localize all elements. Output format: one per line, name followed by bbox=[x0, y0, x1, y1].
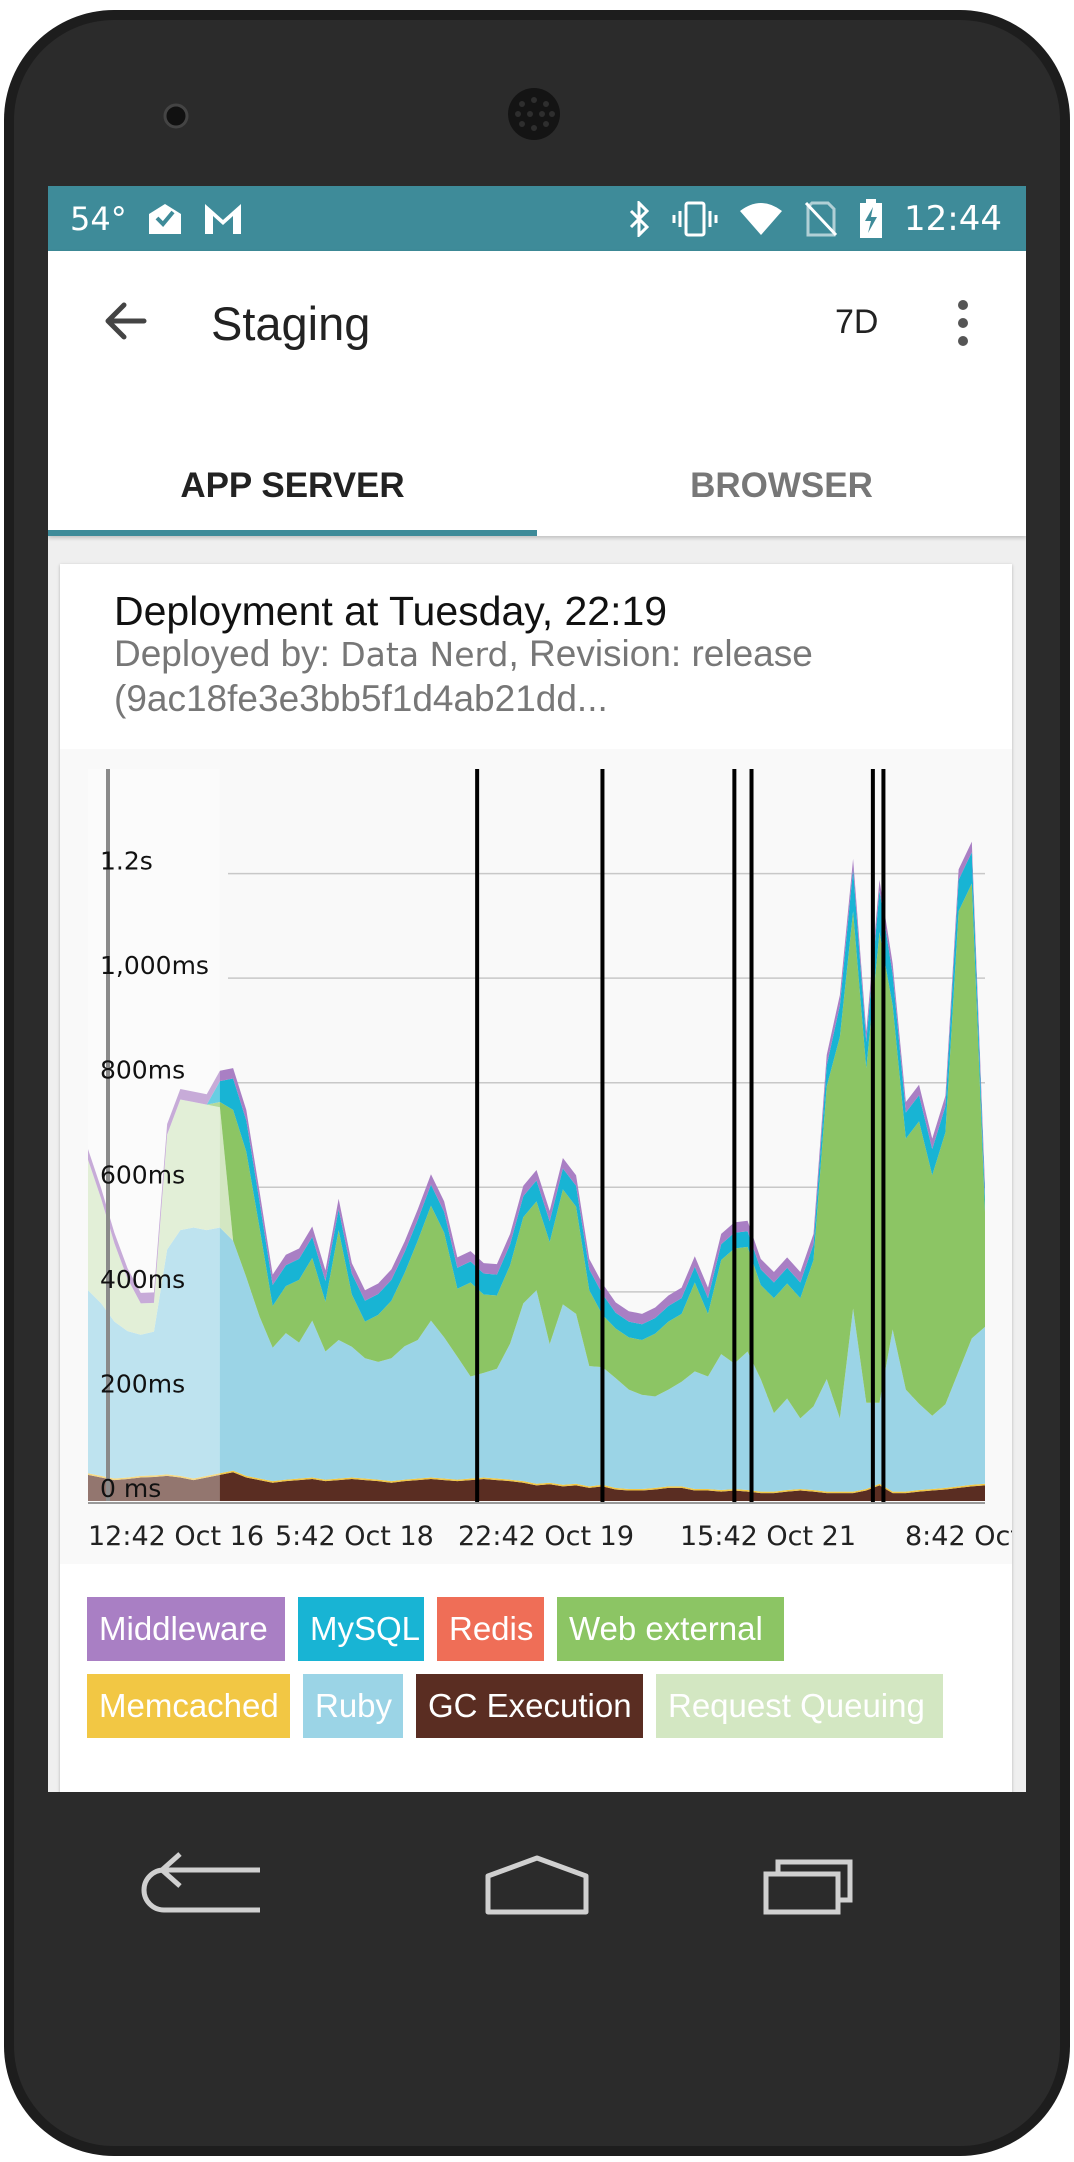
mail-check-icon bbox=[148, 203, 181, 234]
x-tick-label-0: 12:42 Oct 16 bbox=[88, 1521, 264, 1552]
nav-home-icon[interactable] bbox=[485, 1855, 589, 1915]
legend-request-queuing[interactable]: Request Queuing bbox=[656, 1674, 943, 1738]
vibrate-icon bbox=[672, 201, 718, 236]
time-range-button[interactable]: 7D bbox=[835, 303, 879, 341]
deployment-title: Deployment at Tuesday, 22:19 bbox=[114, 588, 668, 634]
y-tick-label-4: 800ms bbox=[100, 1056, 185, 1085]
bluetooth-icon bbox=[629, 200, 650, 237]
battery-charging-icon bbox=[860, 198, 883, 238]
deployed-by-name: Data Nerd bbox=[340, 635, 509, 674]
response-time-chart[interactable]: 0 ms 200ms 400ms 600ms 800ms 1,000ms 1.2s 12:42… bbox=[60, 749, 1026, 1564]
nav-back-icon[interactable] bbox=[141, 1852, 260, 1913]
x-tick-label-2: 22:42 Oct 19 bbox=[458, 1521, 634, 1552]
chart-svg: 0 ms 200ms 400ms 600ms 800ms 1,000ms 1.2s 12:42… bbox=[88, 769, 1026, 1552]
page-title: Staging bbox=[211, 297, 371, 350]
series-area-ruby bbox=[88, 1227, 985, 1492]
y-tick-label-1: 200ms bbox=[100, 1369, 185, 1398]
tab-app-server[interactable]: APP SERVER bbox=[180, 466, 405, 505]
wifi-icon bbox=[740, 202, 783, 235]
y-tick-label-6: 1.2s bbox=[100, 847, 153, 876]
x-tick-label-4: 8:42 Oct 23 bbox=[905, 1521, 1012, 1552]
y-tick-label-2: 400ms bbox=[100, 1265, 185, 1294]
more-options-icon[interactable] bbox=[948, 293, 978, 353]
tab-indicator bbox=[48, 530, 537, 536]
legend-middleware[interactable]: Middleware bbox=[87, 1597, 285, 1661]
y-tick-label-0: 0 ms bbox=[100, 1474, 161, 1503]
y-tick-label-5: 1,000ms bbox=[100, 951, 209, 980]
x-tick-label-3: 15:42 Oct 21 bbox=[680, 1521, 856, 1552]
legend-mysql[interactable]: MySQL bbox=[298, 1597, 424, 1661]
series-area-request-queuing bbox=[88, 1099, 985, 1419]
app-bar: Staging 7D APP SERVER BROWSER bbox=[48, 251, 1026, 536]
legend-ruby[interactable]: Ruby bbox=[303, 1674, 403, 1738]
deployment-details: Deployed by: Data Nerd, Revision: releas… bbox=[114, 632, 974, 721]
nav-recents-icon[interactable] bbox=[763, 1859, 853, 1915]
revision-text: , Revision: release (9ac18fe3e3bb5f1d4ab… bbox=[114, 633, 813, 719]
screen: 54° bbox=[48, 186, 1026, 1792]
back-arrow-icon[interactable] bbox=[96, 291, 156, 351]
clock: 12:44 bbox=[904, 198, 1002, 239]
series-area-web-external bbox=[88, 883, 985, 1419]
legend-memcached[interactable]: Memcached bbox=[87, 1674, 290, 1738]
legend-redis[interactable]: Redis bbox=[437, 1597, 544, 1661]
series-area-gc-execution bbox=[88, 1472, 985, 1501]
x-tick-label-1: 5:42 Oct 18 bbox=[275, 1521, 434, 1552]
gmail-icon bbox=[204, 203, 241, 234]
deployment-card: Deployment at Tuesday, 22:19 Deployed by… bbox=[60, 564, 1026, 1792]
navigation-bar bbox=[141, 1852, 853, 1915]
no-sim-icon bbox=[804, 201, 838, 236]
status-bar: 54° bbox=[48, 186, 1026, 251]
deployed-by-label: Deployed by: bbox=[114, 633, 341, 674]
temperature: 54° bbox=[70, 199, 127, 238]
y-tick-label-3: 600ms bbox=[100, 1160, 185, 1189]
tab-browser[interactable]: BROWSER bbox=[690, 466, 873, 505]
legend-web-external[interactable]: Web external bbox=[557, 1597, 784, 1661]
legend-gc-execution[interactable]: GC Execution bbox=[416, 1674, 643, 1738]
